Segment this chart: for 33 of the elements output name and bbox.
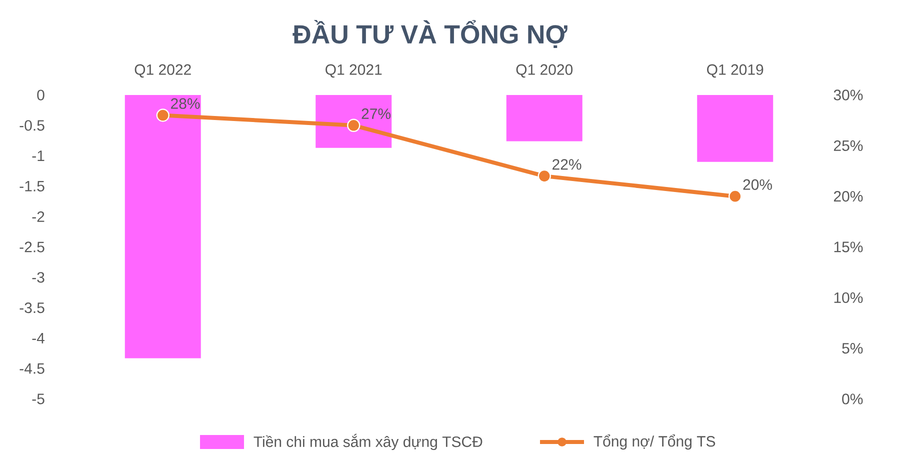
y2-tick-label: 10% [834, 292, 863, 303]
point [156, 108, 170, 122]
y2-tick-label: 5% [842, 343, 863, 354]
y-tick-label: -4 [32, 333, 45, 344]
y-tick-label: -1 [32, 150, 44, 161]
chart-title: ĐẦU TƯ VÀ TỔNG NỢ [292, 20, 568, 48]
legend-label: Tiền chi mua sắm xây dựng TSCĐ [254, 434, 482, 450]
data-label: 20% [743, 179, 772, 190]
legend-label: Tổng nợ/ Tổng TS [594, 434, 716, 450]
y2-tick-label: 25% [834, 140, 863, 151]
y2-tick-label: 20% [834, 191, 863, 202]
data-label: 28% [171, 98, 200, 109]
y-tick-label: -4.5 [20, 363, 44, 374]
y-tick-label: -2.5 [20, 242, 44, 252]
y2-tick-label: 0% [842, 394, 863, 404]
data-label: 22% [552, 159, 582, 170]
point [538, 169, 551, 183]
y-tick-label: 0 [37, 90, 44, 100]
point [347, 118, 360, 132]
y-tick-label: -0.5 [20, 120, 44, 131]
x-tick-label: Q1 2022 [134, 64, 191, 78]
point [728, 190, 742, 203]
y-tick-label: -2 [32, 211, 44, 222]
y-tick-label: -3 [32, 272, 44, 283]
x-tick-label: Q1 2020 [516, 64, 573, 78]
y-tick-label: -5 [32, 394, 44, 404]
x-tick-label: Q1 2021 [326, 64, 382, 78]
y-tick-label: -3.5 [20, 302, 44, 314]
y2-tick-label: 15% [834, 242, 863, 252]
y2-tick-label: 30% [834, 90, 863, 100]
x-tick-label: Q1 2019 [707, 64, 764, 78]
data-label: 27% [362, 108, 391, 120]
y-tick-label: -1.5 [20, 180, 44, 192]
